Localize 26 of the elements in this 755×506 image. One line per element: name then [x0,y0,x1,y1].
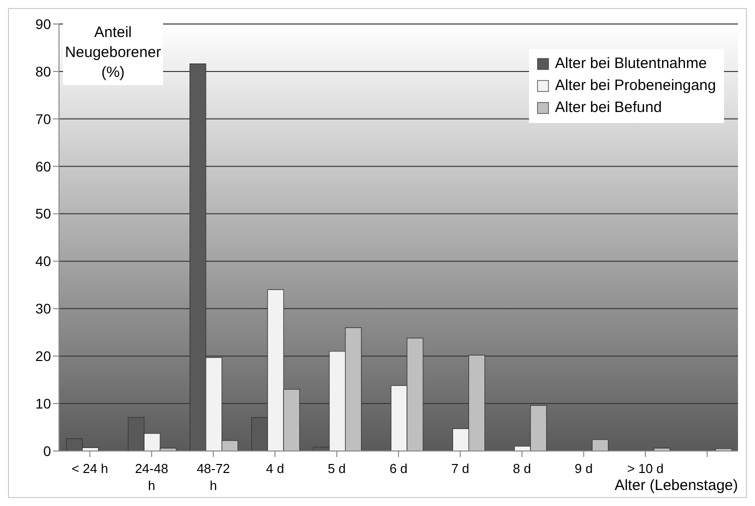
x-tick-label: 9 d [574,461,593,476]
y-tick-label: 50 [35,206,52,222]
x-tick-label: 8 d [512,461,531,476]
x-tick-label: 5 d [328,461,346,476]
legend-label: Alter bei Probeneingang [555,76,716,96]
y-tick-label: 90 [35,16,52,32]
x-tick-label: 4 d [266,461,284,476]
x-tick-label: 7 d [451,461,470,476]
y-tick-label: 60 [35,158,52,174]
legend-label: Alter bei Blutentnahme [555,54,707,74]
y-tick-label: 10 [35,396,52,412]
x-tick-label: > 10 d [627,461,664,476]
y-tick-label: 0 [43,442,52,459]
legend-label: Alter bei Befund [555,98,662,118]
y-axis-title: Anteil Neugeborener (%) [63,23,163,85]
bar [592,439,609,451]
x-tick-label: 6 d [389,461,408,476]
y-tick-label: 70 [35,110,52,127]
x-tick-label: 24-48 h [134,461,168,493]
y-tick-label: 80 [35,63,52,80]
y-tick-label: 30 [35,300,52,317]
x-tick-label: < 24 h [72,461,108,476]
x-tick-label: 48-72 h [196,461,230,493]
y-tick-label: 20 [35,348,52,364]
x-axis-title: Alter (Lebenstage) [614,477,738,494]
y-tick-label: 40 [35,253,52,270]
